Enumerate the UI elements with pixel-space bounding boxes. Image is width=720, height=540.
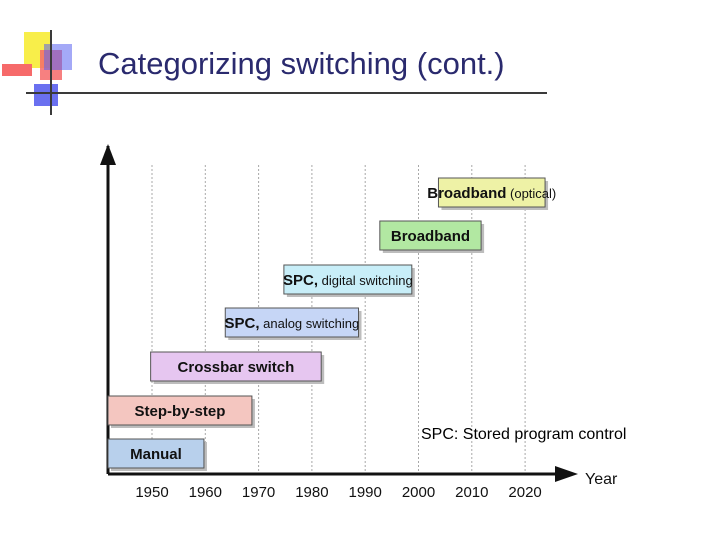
era-label: Step-by-step [135, 403, 226, 420]
x-tick-labels: 1950 1960 1970 1980 1990 2000 2010 2020 [135, 484, 541, 501]
x-tick-label: 1970 [242, 484, 275, 501]
x-tick-label: 2020 [508, 484, 541, 501]
x-tick-label: 1950 [135, 484, 168, 501]
era-label: Broadband [391, 228, 470, 245]
era-bars: Manual Step-by-step Crossbar switch SPC, an… [107, 177, 556, 471]
x-axis-arrow-icon [555, 466, 578, 482]
x-axis-label: Year [585, 471, 618, 488]
era-label: SPC, analog switching [225, 315, 360, 332]
spc-footnote: SPC: Stored program control [421, 426, 627, 443]
era-bar [150, 351, 322, 382]
x-tick-label: 1990 [349, 484, 382, 501]
era-bar [107, 438, 205, 469]
era-bar [283, 264, 413, 295]
era-bar [107, 395, 253, 426]
era-bar [437, 177, 546, 208]
title-divider [27, 92, 547, 94]
era-label: SPC, digital switching [283, 272, 413, 289]
y-axis-arrow-icon [100, 144, 116, 165]
x-tick-label: 1980 [295, 484, 328, 501]
era-label: Broadband (optical) [427, 185, 556, 202]
era-label: Crossbar switch [178, 359, 295, 376]
x-tick-label: 2000 [402, 484, 435, 501]
x-tick-label: 2010 [455, 484, 488, 501]
era-bar [379, 220, 482, 251]
era-bar [224, 307, 360, 338]
x-tick-label: 1960 [189, 484, 222, 501]
era-label: Manual [130, 446, 182, 463]
slide-title: Categorizing switching (cont.) [98, 46, 505, 81]
